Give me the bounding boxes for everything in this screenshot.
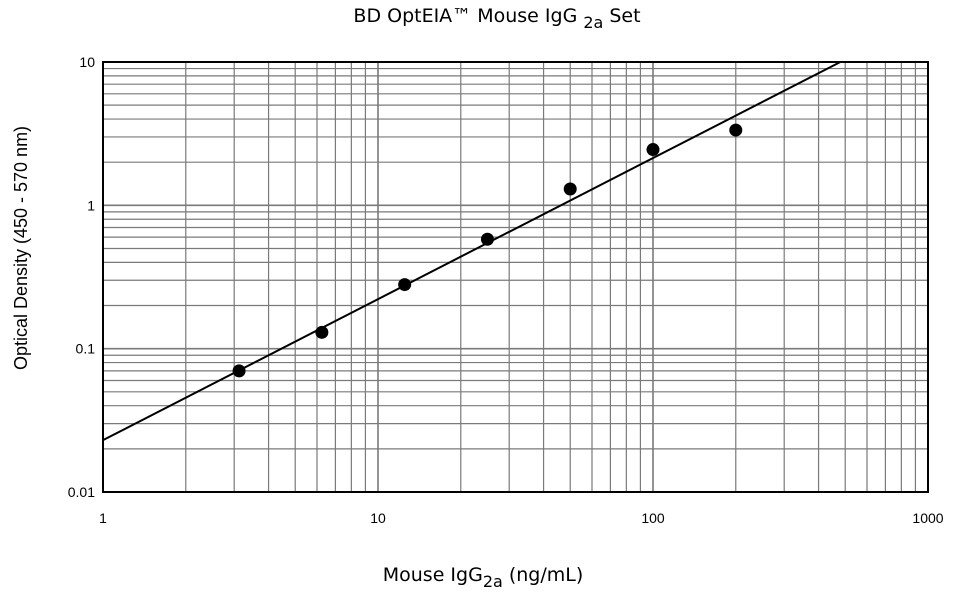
x-tick-label: 1000: [912, 510, 943, 526]
grid: [103, 62, 928, 492]
y-tick-label: 10: [79, 54, 95, 70]
x-tick-label: 100: [641, 510, 665, 526]
x-axis-label: Mouse IgG2a (ng/mL): [383, 564, 584, 591]
data-point: [646, 143, 660, 157]
tick-labels: 1 10 100 1000 0.01 0.1 1 10: [68, 54, 944, 526]
data-point: [729, 123, 743, 137]
y-tick-label: 1: [87, 197, 95, 213]
y-axis-label: Optical Density (450 - 570 nm): [11, 126, 31, 370]
y-tick-label: 0.01: [68, 484, 95, 500]
series: [102, 61, 841, 442]
data-point: [480, 232, 494, 246]
x-tick-label: 10: [370, 510, 386, 526]
plot-frame: [102, 61, 929, 493]
x-tick-label: 1: [99, 510, 107, 526]
fit-line: [102, 61, 841, 442]
y-tick-label: 0.1: [76, 341, 96, 357]
data-point: [563, 182, 577, 196]
chart-title: BD OptEIA™ Mouse IgG 2a Set: [353, 5, 640, 32]
